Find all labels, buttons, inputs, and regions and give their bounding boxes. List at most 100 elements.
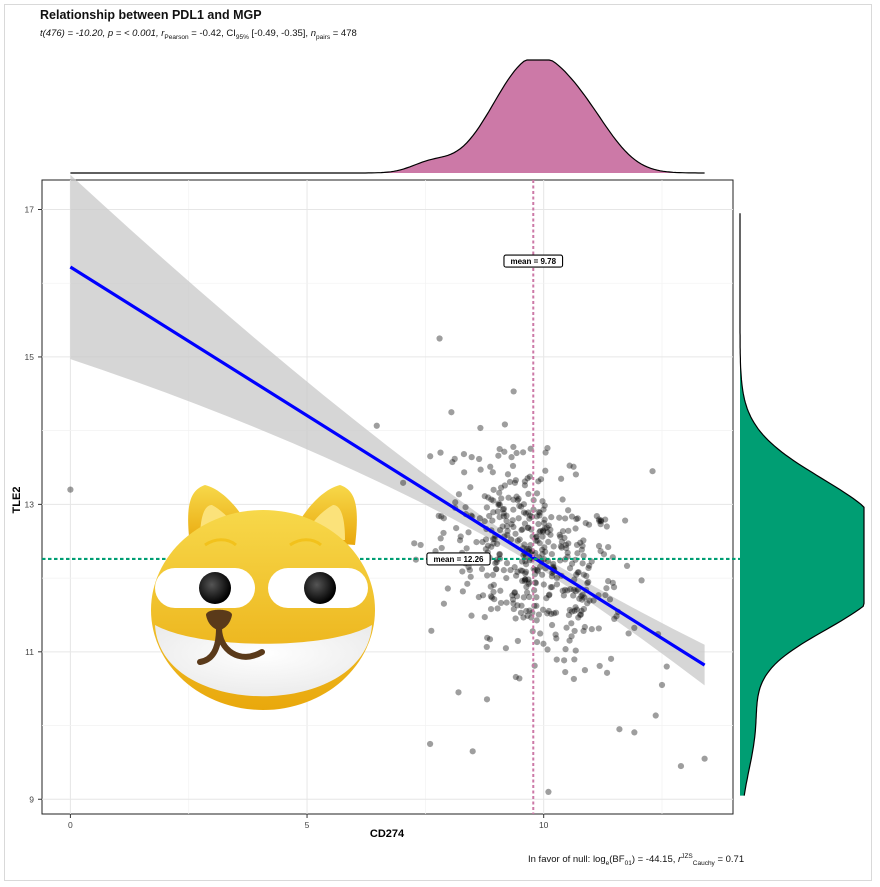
data-point [561, 657, 568, 664]
data-point [607, 655, 615, 662]
data-point [574, 515, 581, 522]
data-point [505, 494, 512, 501]
data-point [459, 568, 466, 575]
data-point [487, 606, 495, 613]
data-point [522, 510, 529, 517]
data-point [535, 508, 542, 516]
data-point [417, 541, 424, 549]
data-point [570, 586, 577, 593]
data-point [533, 638, 541, 646]
data-point [586, 562, 593, 569]
data-point [539, 550, 546, 558]
data-point [438, 544, 445, 552]
regression-line [69, 265, 706, 667]
data-point [435, 512, 442, 519]
data-point [583, 572, 590, 580]
data-point [510, 523, 517, 530]
data-point [525, 576, 532, 583]
data-point [566, 606, 573, 614]
data-point [593, 512, 600, 520]
data-point [462, 504, 469, 511]
y-tick-label: 17 [25, 204, 35, 214]
data-point [658, 681, 666, 689]
data-point [484, 542, 492, 549]
data-point [490, 497, 497, 504]
y-tick-label: 15 [25, 352, 35, 362]
data-point [503, 517, 510, 525]
data-point [514, 637, 521, 645]
x-axis-label: CD274 [370, 828, 405, 840]
data-point [553, 656, 560, 663]
confidence-band-area [70, 174, 705, 686]
data-point [565, 527, 572, 534]
data-point [623, 562, 631, 569]
data-point [509, 592, 516, 599]
data-point [579, 596, 586, 603]
data-point [570, 463, 577, 470]
data-point [539, 571, 546, 578]
data-point [565, 507, 572, 514]
data-point [550, 610, 558, 617]
data-point [492, 560, 499, 567]
data-point [539, 528, 547, 535]
data-point [582, 519, 589, 527]
data-point [580, 537, 587, 544]
data-point [520, 614, 527, 621]
data-point [580, 605, 588, 613]
data-point [524, 612, 531, 619]
data-point [500, 510, 507, 517]
data-point [534, 566, 541, 574]
x-density-outline [70, 59, 705, 174]
data-point [438, 513, 445, 520]
data-point [427, 453, 434, 460]
data-point [584, 600, 591, 607]
data-point [492, 566, 500, 573]
data-point [588, 626, 595, 633]
data-point [573, 541, 581, 549]
data-point [518, 526, 525, 534]
data-point [451, 455, 458, 462]
subtitle-ci: CI [226, 28, 236, 39]
mean-lines: mean = 9.78 mean = 12.26 [42, 180, 763, 814]
data-point [595, 516, 603, 523]
y-tick-label: 11 [25, 647, 34, 657]
data-point [579, 591, 586, 598]
data-point [548, 514, 555, 521]
data-point [411, 540, 418, 547]
data-point [525, 580, 532, 587]
data-point [545, 522, 552, 529]
data-point [539, 546, 546, 553]
data-point [485, 494, 492, 501]
data-point [515, 495, 522, 502]
data-point [542, 548, 549, 555]
data-point [537, 630, 544, 637]
data-point [464, 580, 471, 587]
data-point [577, 611, 585, 618]
data-point [490, 540, 497, 547]
data-point [566, 462, 573, 469]
data-point [489, 517, 496, 524]
data-point [496, 489, 503, 496]
mean-y-label: mean = 12.26 [426, 552, 491, 566]
mean-y-label-box [426, 552, 491, 566]
data-point [609, 579, 616, 586]
data-point [484, 634, 491, 641]
data-point [508, 454, 515, 461]
data-point [568, 560, 576, 567]
data-point [590, 597, 597, 604]
data-point [499, 523, 506, 530]
data-point [487, 593, 495, 600]
data-point [511, 479, 519, 486]
data-point [560, 592, 567, 599]
data-point [565, 540, 572, 547]
data-point [503, 574, 510, 582]
data-point [520, 594, 527, 601]
data-point [535, 611, 542, 618]
data-point [595, 542, 603, 550]
data-point [559, 587, 566, 594]
data-point [625, 630, 632, 637]
data-point [510, 600, 517, 607]
data-point [562, 668, 569, 676]
data-point [513, 572, 520, 579]
